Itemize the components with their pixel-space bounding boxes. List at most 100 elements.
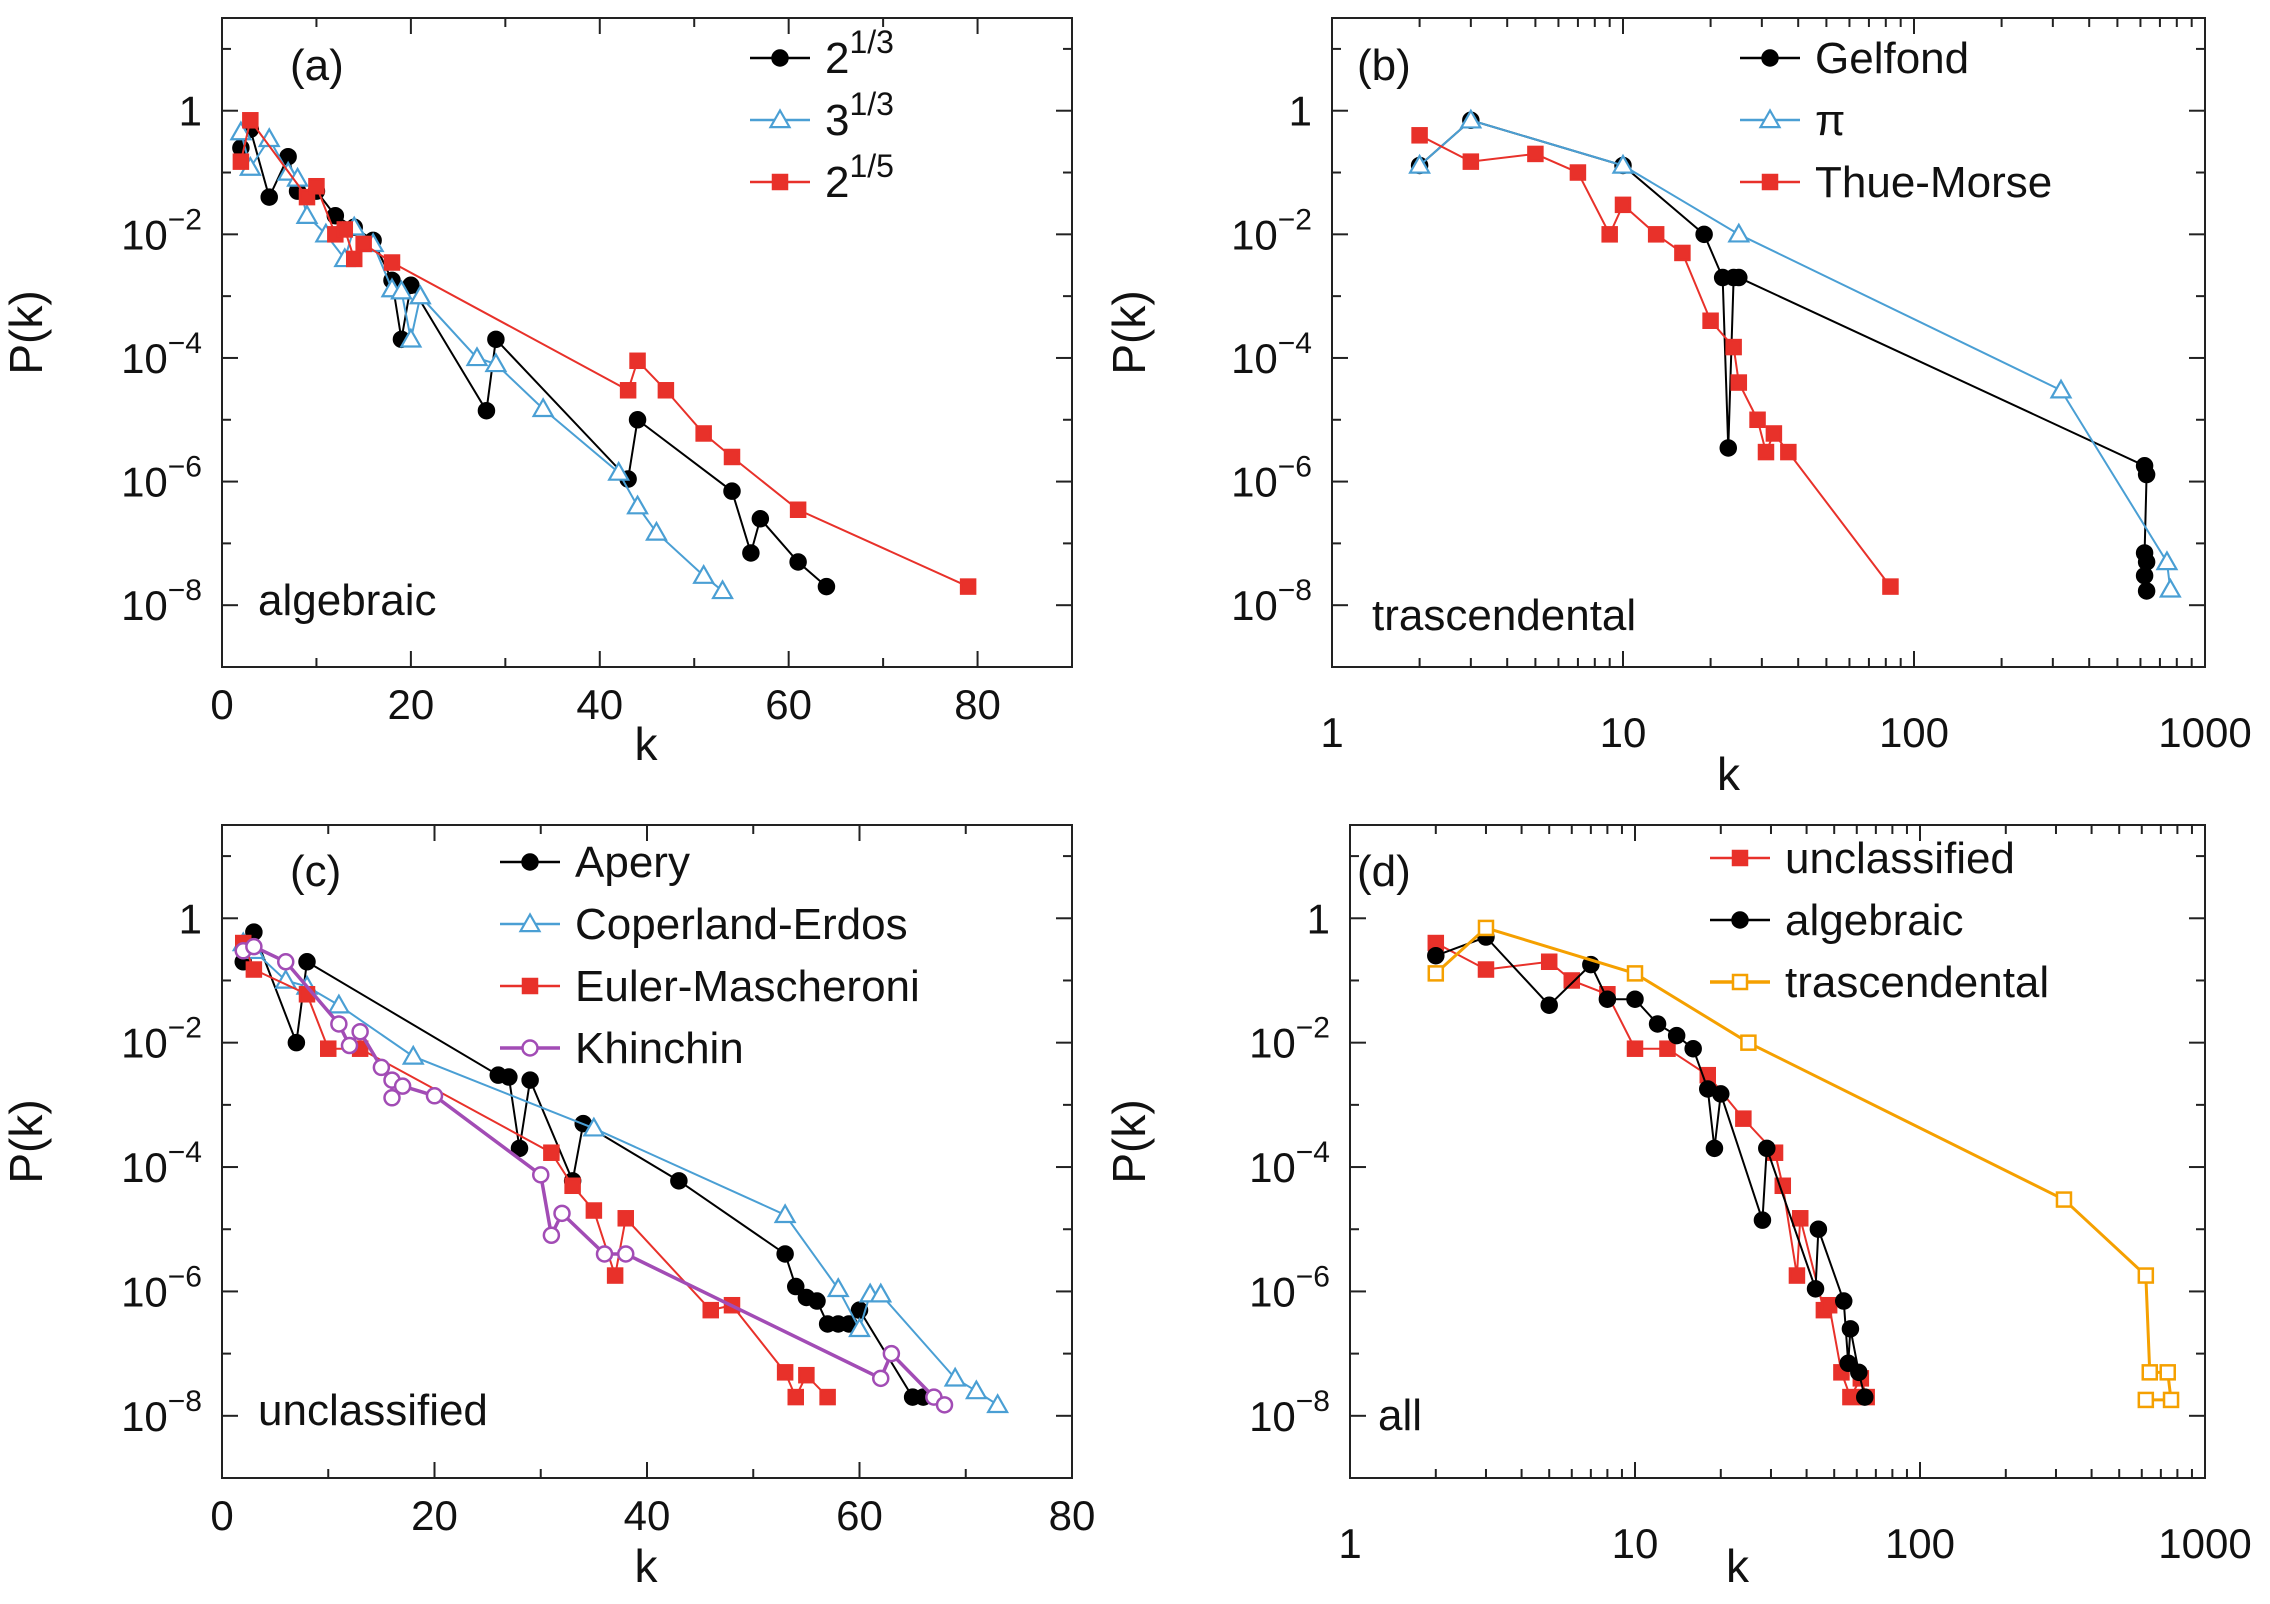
data-point <box>1626 965 1644 982</box>
data-point <box>340 1036 359 1055</box>
data-point <box>1705 1139 1724 1158</box>
data-point <box>723 482 741 500</box>
data-point <box>1788 1267 1806 1284</box>
data-point <box>1611 153 1635 174</box>
data-point <box>465 346 489 367</box>
legend-label: 21/5 <box>825 148 894 207</box>
data-point <box>542 1226 561 1245</box>
legend-item: Coperland-Erdos <box>500 900 908 949</box>
data-point <box>617 1210 634 1227</box>
data-point <box>1702 312 1719 329</box>
legend-label: π <box>1815 96 1845 145</box>
data-point <box>298 953 316 971</box>
data-point <box>1601 226 1618 243</box>
data-point <box>287 1033 306 1052</box>
data-point <box>964 1379 988 1400</box>
legend-item: Thue-Morse <box>1740 158 2052 207</box>
series-line <box>242 942 999 1406</box>
data-point <box>1667 1026 1686 1045</box>
data-point <box>2137 1391 2155 1409</box>
data-point <box>798 1366 815 1384</box>
series-algebraic-1 <box>1427 928 1874 1406</box>
x-tick-label: 0 <box>210 1492 233 1539</box>
data-point <box>1684 1039 1702 1058</box>
data-point <box>1459 108 1483 129</box>
x-tick-label: 80 <box>954 681 1001 728</box>
data-point <box>1477 961 1495 978</box>
legend-marker <box>1758 108 1782 129</box>
data-point <box>935 1396 954 1414</box>
data-point <box>2137 1267 2155 1284</box>
data-point <box>711 579 734 600</box>
y-tick-label: 10−4 <box>121 327 202 382</box>
data-point <box>2137 465 2156 484</box>
y-axis: 1 10−2 10−4 10−6 10−8 <box>121 47 1072 668</box>
x-tick-label: 0 <box>210 681 233 728</box>
data-point <box>2137 582 2156 600</box>
data-point <box>1477 919 1495 937</box>
data-point <box>2141 1364 2159 1381</box>
data-point <box>817 577 836 596</box>
legend-label: 21/3 <box>825 24 894 83</box>
legend-marker <box>1761 49 1779 67</box>
data-point <box>617 1245 635 1263</box>
data-point <box>787 1277 805 1296</box>
data-point <box>229 120 253 141</box>
y-tick-label: 10−2 <box>121 203 202 258</box>
legend: 21/331/321/5 <box>750 24 894 207</box>
data-point <box>372 1058 391 1077</box>
data-point <box>695 425 712 442</box>
panel-letter: (d) <box>1357 847 1411 896</box>
data-point <box>789 501 807 519</box>
data-point <box>1842 1388 1859 1406</box>
legend-marker <box>521 853 539 871</box>
series-line <box>239 117 969 588</box>
data-point <box>245 961 263 978</box>
data-point <box>1411 127 1428 144</box>
x-tick-label: 60 <box>836 1492 883 1539</box>
data-point <box>986 1393 1010 1414</box>
series-group <box>1408 108 2182 600</box>
x-tick-label: 1 <box>1320 709 1343 756</box>
data-point <box>531 397 555 418</box>
x-tick-label: 10 <box>1600 709 1647 756</box>
legend-marker <box>521 1039 539 1057</box>
data-point <box>425 1087 444 1105</box>
data-point <box>773 1203 797 1224</box>
data-point <box>1569 164 1587 181</box>
data-point <box>1626 1040 1644 1057</box>
series-gelfond-0 <box>1410 111 2156 600</box>
data-point <box>1540 996 1558 1014</box>
panel-letter: (a) <box>290 41 344 90</box>
data-point <box>1626 990 1644 1008</box>
legend-item: Gelfond <box>1740 34 1969 83</box>
legend-item: 31/3 <box>750 86 894 145</box>
legend-label: Coperland-Erdos <box>575 900 908 949</box>
legend-item: trascendental <box>1710 958 2049 1007</box>
series-trascendental-2 <box>1427 919 2180 1409</box>
legend-label: Gelfond <box>1815 34 1969 83</box>
series-line <box>242 942 829 1400</box>
y-tick-label: 10−8 <box>1249 1385 1330 1440</box>
x-tick-label: 40 <box>624 1492 671 1539</box>
data-point <box>776 1245 794 1263</box>
x-tick-label: 20 <box>411 1492 458 1539</box>
y-axis-label: P(k) <box>0 1099 52 1183</box>
y-tick-label: 10−4 <box>121 1136 202 1191</box>
data-point <box>2135 566 2154 585</box>
data-point <box>543 1144 560 1161</box>
data-point <box>277 953 295 971</box>
data-point <box>1648 1015 1667 1033</box>
legend-label: Apery <box>575 838 690 887</box>
data-point <box>1462 153 1480 170</box>
data-point <box>628 411 647 429</box>
legend-item: Euler-Mascheroni <box>500 962 920 1011</box>
data-point <box>408 284 432 305</box>
data-point <box>2155 550 2179 571</box>
legend-marker <box>1761 173 1779 191</box>
y-tick-label: 10−2 <box>1231 203 1312 258</box>
data-point <box>308 177 325 195</box>
y-tick-label: 10−8 <box>121 1385 202 1440</box>
legend-item: algebraic <box>1710 896 1964 945</box>
data-point <box>2158 577 2182 598</box>
